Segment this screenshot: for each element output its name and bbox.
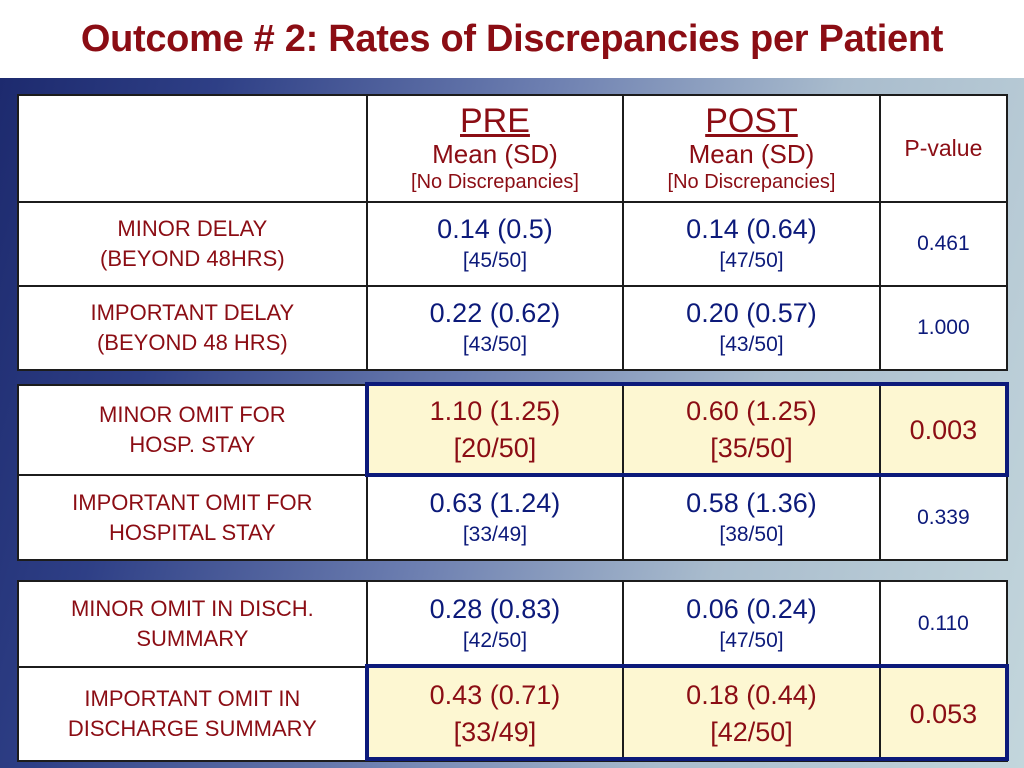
- table-delays: PRE Mean (SD) [No Discrepancies] POST Me…: [17, 94, 1009, 371]
- table-row: MINOR OMIT FOR HOSP. STAY 1.10 (1.25) [2…: [17, 384, 1009, 476]
- post-mean: 0.14 (0.64): [686, 214, 817, 244]
- header-post-label: POST: [705, 101, 798, 140]
- row-label-line1: IMPORTANT DELAY: [90, 300, 295, 325]
- slide-title: Outcome # 2: Rates of Discrepancies per …: [0, 0, 1024, 78]
- post-cell: 0.14 (0.64) [47/50]: [622, 201, 881, 287]
- pvalue: 0.053: [909, 698, 978, 729]
- table-row: IMPORTANT OMIT FOR HOSPITAL STAY 0.63 (1…: [17, 474, 1009, 561]
- row-label-line2: (BEYOND 48 HRS): [96, 330, 288, 355]
- pre-fraction: [42/50]: [462, 629, 528, 652]
- pre-fraction: [45/50]: [462, 249, 528, 272]
- pvalue-cell-highlighted: 0.053: [878, 666, 1009, 762]
- row-label-cell: MINOR DELAY (BEYOND 48HRS): [17, 201, 368, 287]
- table-discharge: MINOR OMIT IN DISCH. SUMMARY 0.28 (0.83)…: [17, 580, 1009, 762]
- post-cell: 0.58 (1.36) [38/50]: [622, 474, 881, 561]
- pvalue: 0.461: [917, 232, 970, 255]
- row-label-line1: IMPORTANT OMIT IN: [84, 686, 301, 711]
- table-row: MINOR DELAY (BEYOND 48HRS) 0.14 (0.5) [4…: [17, 201, 1009, 287]
- header-post-cell: POST Mean (SD) [No Discrepancies]: [622, 94, 881, 203]
- post-fraction: [38/50]: [719, 522, 784, 546]
- post-cell: 0.06 (0.24) [47/50]: [622, 580, 881, 668]
- pre-cell: 0.63 (1.24) [33/49]: [365, 474, 625, 561]
- pre-fraction: [33/49]: [462, 522, 528, 546]
- table-hosp-stay: MINOR OMIT FOR HOSP. STAY 1.10 (1.25) [2…: [17, 384, 1009, 561]
- row-label-line1: MINOR DELAY: [117, 216, 268, 241]
- post-mean: 0.60 (1.25): [686, 396, 817, 426]
- row-label-line1: MINOR OMIT FOR: [99, 402, 286, 427]
- pre-mean: 0.63 (1.24): [429, 487, 561, 518]
- header-pre-mean-sd: Mean (SD): [432, 138, 558, 169]
- header-empty-cell: [17, 94, 368, 203]
- pre-cell-highlighted: 1.10 (1.25) [20/50]: [365, 384, 625, 476]
- pvalue: 0.110: [917, 612, 969, 635]
- post-fraction: [42/50]: [710, 717, 793, 747]
- pre-fraction: [33/49]: [453, 717, 537, 747]
- post-cell-highlighted: 0.60 (1.25) [35/50]: [622, 384, 881, 476]
- post-mean: 0.18 (0.44): [686, 680, 817, 710]
- table-row: IMPORTANT DELAY (BEYOND 48 HRS) 0.22 (0.…: [17, 285, 1009, 371]
- post-mean: 0.20 (0.57): [686, 298, 817, 328]
- pvalue: 1.000: [917, 316, 970, 339]
- pvalue: 0.339: [917, 505, 970, 529]
- pre-cell: 0.28 (0.83) [42/50]: [365, 580, 625, 668]
- pvalue-cell: 0.461: [878, 201, 1009, 287]
- pre-mean: 0.28 (0.83): [429, 594, 561, 624]
- table-row: IMPORTANT OMIT IN DISCHARGE SUMMARY 0.43…: [17, 666, 1009, 762]
- post-cell-highlighted: 0.18 (0.44) [42/50]: [622, 666, 881, 762]
- row-label-line1: IMPORTANT OMIT FOR: [72, 489, 313, 515]
- header-post-mean-sd: Mean (SD): [688, 138, 815, 169]
- row-label-cell: MINOR OMIT IN DISCH. SUMMARY: [17, 580, 368, 668]
- row-label-cell: IMPORTANT OMIT FOR HOSPITAL STAY: [17, 474, 368, 561]
- header-pre-cell: PRE Mean (SD) [No Discrepancies]: [365, 94, 625, 203]
- pre-cell: 0.22 (0.62) [43/50]: [365, 285, 625, 371]
- post-mean: 0.58 (1.36): [686, 487, 817, 518]
- pre-fraction: [43/50]: [462, 333, 528, 356]
- post-fraction: [35/50]: [710, 433, 793, 463]
- header-pvalue-cell: P-value: [878, 94, 1009, 203]
- pre-mean: 0.14 (0.5): [437, 214, 553, 244]
- post-cell: 0.20 (0.57) [43/50]: [622, 285, 881, 371]
- post-fraction: [47/50]: [719, 629, 784, 652]
- pvalue-cell: 1.000: [878, 285, 1009, 371]
- table-row: MINOR OMIT IN DISCH. SUMMARY 0.28 (0.83)…: [17, 580, 1009, 668]
- pvalue-cell: 0.339: [878, 474, 1009, 561]
- pre-fraction: [20/50]: [453, 433, 537, 463]
- row-label-line2: HOSPITAL STAY: [109, 519, 276, 545]
- header-row: PRE Mean (SD) [No Discrepancies] POST Me…: [17, 94, 1009, 203]
- row-label-line2: (BEYOND 48HRS): [100, 246, 285, 271]
- row-label-cell: IMPORTANT OMIT IN DISCHARGE SUMMARY: [17, 666, 368, 762]
- pre-mean: 0.22 (0.62): [429, 298, 561, 328]
- row-label-cell: IMPORTANT DELAY (BEYOND 48 HRS): [17, 285, 368, 371]
- pre-cell-highlighted: 0.43 (0.71) [33/49]: [365, 666, 625, 762]
- pvalue-cell: 0.110: [878, 580, 1009, 668]
- row-label-line2: DISCHARGE SUMMARY: [67, 716, 317, 741]
- header-pre-label: PRE: [460, 101, 530, 140]
- pre-mean: 0.43 (0.71): [429, 680, 561, 710]
- pvalue-cell-highlighted: 0.003: [878, 384, 1009, 476]
- post-fraction: [43/50]: [719, 333, 784, 356]
- row-label-line1: MINOR OMIT IN DISCH.: [70, 596, 314, 621]
- header-pvalue-label: P-value: [904, 135, 983, 161]
- header-post-no-disc: [No Discrepancies]: [667, 170, 836, 193]
- pre-cell: 0.14 (0.5) [45/50]: [365, 201, 625, 287]
- header-pre-no-disc: [No Discrepancies]: [411, 170, 579, 193]
- row-label-line2: HOSP. STAY: [129, 432, 256, 457]
- post-fraction: [47/50]: [719, 249, 784, 272]
- row-label-line2: SUMMARY: [136, 626, 249, 651]
- pvalue: 0.003: [909, 414, 978, 445]
- post-mean: 0.06 (0.24): [686, 594, 817, 624]
- pre-mean: 1.10 (1.25): [429, 396, 561, 426]
- row-label-cell: MINOR OMIT FOR HOSP. STAY: [17, 384, 368, 476]
